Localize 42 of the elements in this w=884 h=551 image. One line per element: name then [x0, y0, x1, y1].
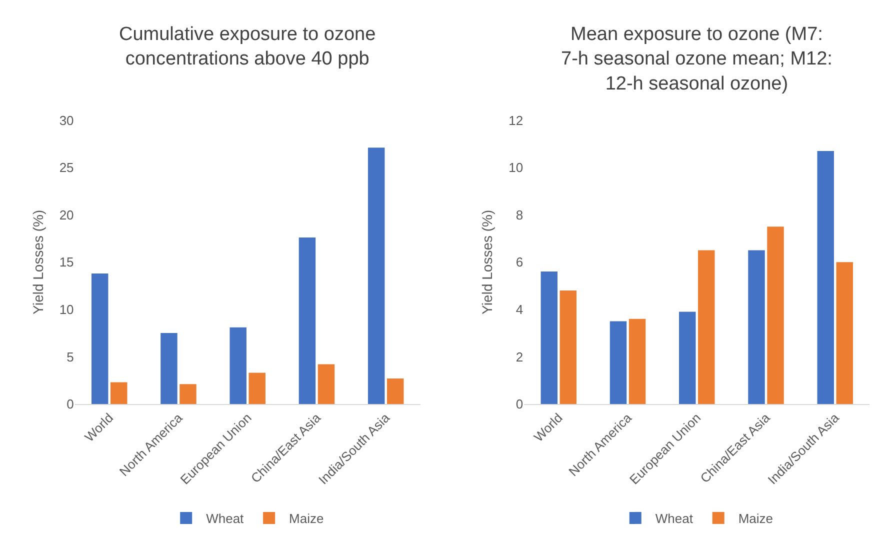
bar: [698, 250, 715, 404]
y-tick-label: 15: [59, 254, 74, 270]
chart-title: Cumulative exposure to ozone concentrations above 40 ppb: [119, 24, 376, 70]
bar: [318, 364, 335, 404]
y-axis-title: Yield Losses (%): [30, 210, 46, 314]
y-tick-label: 4: [516, 302, 524, 317]
y-axis-title: Yield Losses (%): [479, 210, 496, 314]
bar: [180, 384, 196, 404]
legend-label: Maize: [738, 511, 774, 526]
bar: [748, 250, 765, 404]
bar: [230, 327, 246, 404]
bar: [628, 318, 646, 404]
bar: [110, 382, 128, 404]
y-tick-label: 8: [516, 207, 524, 222]
y-tick-label: 6: [516, 254, 524, 270]
bar: [767, 226, 784, 404]
bar: [540, 272, 558, 404]
bar: [298, 238, 316, 404]
legend-label: Maize: [289, 511, 324, 526]
bar: [610, 321, 627, 404]
bar: [160, 333, 178, 404]
y-tick-label: 2: [516, 349, 524, 364]
y-tick-label: 0: [516, 396, 524, 412]
y-tick-label: 30: [59, 112, 74, 128]
legend-label: Wheat: [655, 511, 694, 526]
bar: [91, 273, 108, 404]
y-tick-label: 12: [508, 112, 524, 128]
bar: [817, 150, 834, 404]
bar: [386, 378, 404, 404]
y-tick-label: 5: [66, 349, 74, 364]
chart-title: Mean exposure to ozone (M7: 7-h seasonal ozone mean; M12: 12-h seasonal ozone): [561, 24, 832, 94]
bar: [248, 372, 266, 404]
y-tick-label: 25: [59, 160, 74, 176]
y-tick-label: 20: [59, 207, 74, 222]
legend-label: Wheat: [206, 511, 244, 526]
y-tick-label: 0: [66, 396, 74, 412]
y-tick-label: 10: [59, 302, 74, 317]
y-tick-label: 10: [508, 160, 524, 176]
bar: [836, 262, 853, 404]
bar: [368, 148, 385, 404]
bar: [679, 312, 696, 404]
bar: [560, 290, 577, 404]
